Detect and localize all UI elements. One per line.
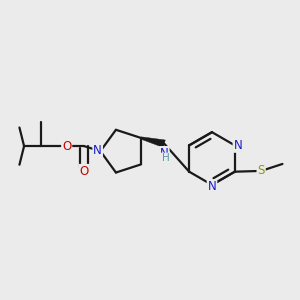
Text: N: N xyxy=(233,139,242,152)
Text: S: S xyxy=(257,164,265,177)
Text: O: O xyxy=(62,140,71,153)
Text: H: H xyxy=(162,154,169,164)
Text: N: N xyxy=(208,180,216,193)
Text: O: O xyxy=(80,165,89,178)
Text: N: N xyxy=(93,143,102,157)
Polygon shape xyxy=(141,137,165,148)
Text: N: N xyxy=(160,147,169,160)
